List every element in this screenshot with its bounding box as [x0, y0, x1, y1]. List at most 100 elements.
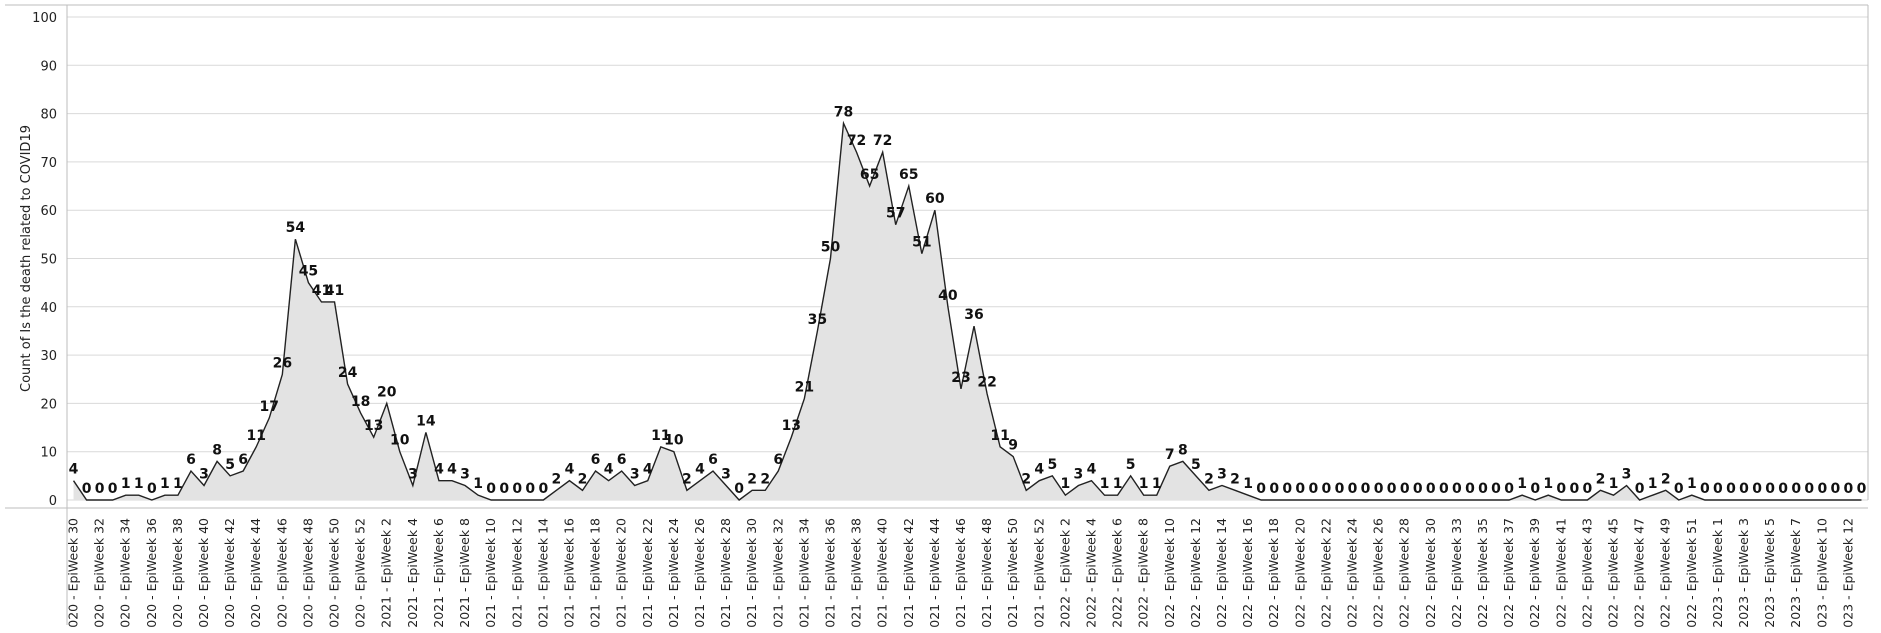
x-tick-label: 2021 - EpiWeek 22 — [640, 518, 655, 629]
x-tick-label: 2023 - EpiWeek 1 — [1710, 518, 1725, 628]
data-label: 0 — [499, 481, 509, 497]
data-label: 0 — [1413, 481, 1423, 497]
data-label: 4 — [1087, 462, 1097, 478]
data-label: 1 — [1113, 476, 1123, 492]
data-label: 5 — [1047, 457, 1057, 473]
data-label: 40 — [938, 288, 958, 304]
data-label: 4 — [695, 462, 705, 478]
data-label: 20 — [377, 384, 397, 400]
data-label: 0 — [1857, 481, 1867, 497]
data-label: 0 — [1308, 481, 1318, 497]
data-label: 6 — [773, 452, 783, 468]
data-label: 2 — [760, 471, 770, 487]
data-label: 51 — [912, 235, 931, 251]
data-label: 0 — [1361, 481, 1371, 497]
x-tick-label: 2021 - EpiWeek 14 — [535, 518, 550, 629]
x-tick-label: 2023 - EpiWeek 10 — [1814, 518, 1829, 629]
y-tick-label: 80 — [40, 108, 57, 123]
series-area — [72, 120, 1862, 501]
data-label: 0 — [1335, 481, 1345, 497]
data-label: 6 — [617, 452, 627, 468]
x-tick-label: 2020 - EpiWeek 36 — [144, 518, 159, 629]
data-label: 0 — [1726, 481, 1736, 497]
y-tick-label: 10 — [40, 446, 57, 461]
data-label: 6 — [708, 452, 718, 468]
data-label: 11 — [651, 428, 670, 444]
data-label: 0 — [1713, 481, 1723, 497]
data-label: 7 — [1165, 447, 1175, 463]
data-label: 11 — [990, 428, 1009, 444]
data-label: 1 — [1543, 476, 1553, 492]
data-label: 57 — [886, 206, 905, 222]
data-label: 22 — [977, 375, 996, 391]
x-tick-label: 2021 - EpiWeek 42 — [901, 518, 916, 629]
x-tick-label: 2021 - EpiWeek 44 — [927, 518, 942, 629]
x-tick-label: 2023 - EpiWeek 3 — [1736, 518, 1751, 628]
x-tick-label: 2022 - EpiWeek 30 — [1423, 518, 1438, 629]
x-tick-label: 2020 - EpiWeek 48 — [300, 518, 315, 629]
x-tick-label: 2022 - EpiWeek 33 — [1449, 518, 1464, 629]
y-tick-label: 70 — [40, 156, 57, 171]
y-axis-title: Count of Is the death related to COVID19 — [19, 125, 34, 392]
y-tick-label: 50 — [40, 253, 57, 268]
data-label: 13 — [364, 418, 383, 434]
axes — [5, 4, 1869, 625]
x-tick-label: 2022 - EpiWeek 20 — [1292, 518, 1307, 629]
y-tick-label: 90 — [40, 59, 57, 74]
x-tick-label: 2020 - EpiWeek 52 — [353, 518, 368, 629]
data-label: 0 — [147, 481, 157, 497]
data-label: 1 — [1687, 476, 1697, 492]
data-label: 1 — [121, 476, 131, 492]
data-label: 0 — [1491, 481, 1501, 497]
data-label: 0 — [1583, 481, 1593, 497]
x-tick-label: 2023 - EpiWeek 7 — [1788, 518, 1803, 628]
data-label: 0 — [1295, 481, 1305, 497]
x-tick-label: 2022 - EpiWeek 41 — [1553, 518, 1568, 629]
y-tick-label: 40 — [40, 301, 57, 316]
data-label: 4 — [69, 462, 79, 478]
data-label: 11 — [246, 428, 265, 444]
data-label: 21 — [795, 380, 814, 396]
data-label: 0 — [1478, 481, 1488, 497]
data-label: 0 — [1504, 481, 1514, 497]
x-tick-label: 2022 - EpiWeek 28 — [1397, 518, 1412, 629]
data-label: 0 — [95, 481, 105, 497]
x-tick-label: 2022 - EpiWeek 4 — [1083, 518, 1098, 628]
data-label: 1 — [1152, 476, 1162, 492]
data-label: 1 — [160, 476, 170, 492]
data-label: 2 — [1021, 471, 1031, 487]
x-tick-label: 2022 - EpiWeek 47 — [1632, 518, 1647, 629]
data-label: 0 — [1817, 481, 1827, 497]
data-label: 3 — [630, 467, 640, 483]
data-label: 0 — [1804, 481, 1814, 497]
data-label: 2 — [747, 471, 757, 487]
data-label: 1 — [1243, 476, 1253, 492]
data-label: 2 — [552, 471, 562, 487]
data-label: 1 — [1517, 476, 1527, 492]
x-tick-label: 2021 - EpiWeek 28 — [718, 518, 733, 629]
y-tick-label: 100 — [32, 11, 57, 26]
data-label: 1 — [173, 476, 183, 492]
data-label: 1 — [1100, 476, 1110, 492]
data-label: 0 — [1556, 481, 1566, 497]
data-label: 36 — [964, 307, 983, 323]
data-label: 0 — [1844, 481, 1854, 497]
data-label: 2 — [1661, 471, 1671, 487]
data-label: 8 — [1178, 442, 1188, 458]
x-tick-label: 2022 - EpiWeek 14 — [1214, 518, 1229, 629]
data-label: 1 — [1061, 476, 1071, 492]
data-label: 1 — [473, 476, 483, 492]
x-tick-label: 2023 - EpiWeek 12 — [1840, 518, 1855, 629]
x-tick-label: 2022 - EpiWeek 22 — [1318, 518, 1333, 629]
x-tick-label: 2021 - EpiWeek 48 — [979, 518, 994, 629]
data-label: 0 — [82, 481, 92, 497]
data-label: 2 — [578, 471, 588, 487]
data-label: 65 — [899, 167, 918, 183]
x-tick-label: 2022 - EpiWeek 26 — [1371, 518, 1386, 629]
x-tick-label: 2022 - EpiWeek 2 — [1057, 518, 1072, 628]
x-axis-ticks: 2020 - EpiWeek 30 2020 - EpiWeek 32 2020 -… — [66, 518, 1856, 633]
data-label: 3 — [1217, 467, 1227, 483]
data-label: 0 — [1269, 481, 1279, 497]
x-tick-label: 2020 - EpiWeek 30 — [66, 518, 81, 629]
